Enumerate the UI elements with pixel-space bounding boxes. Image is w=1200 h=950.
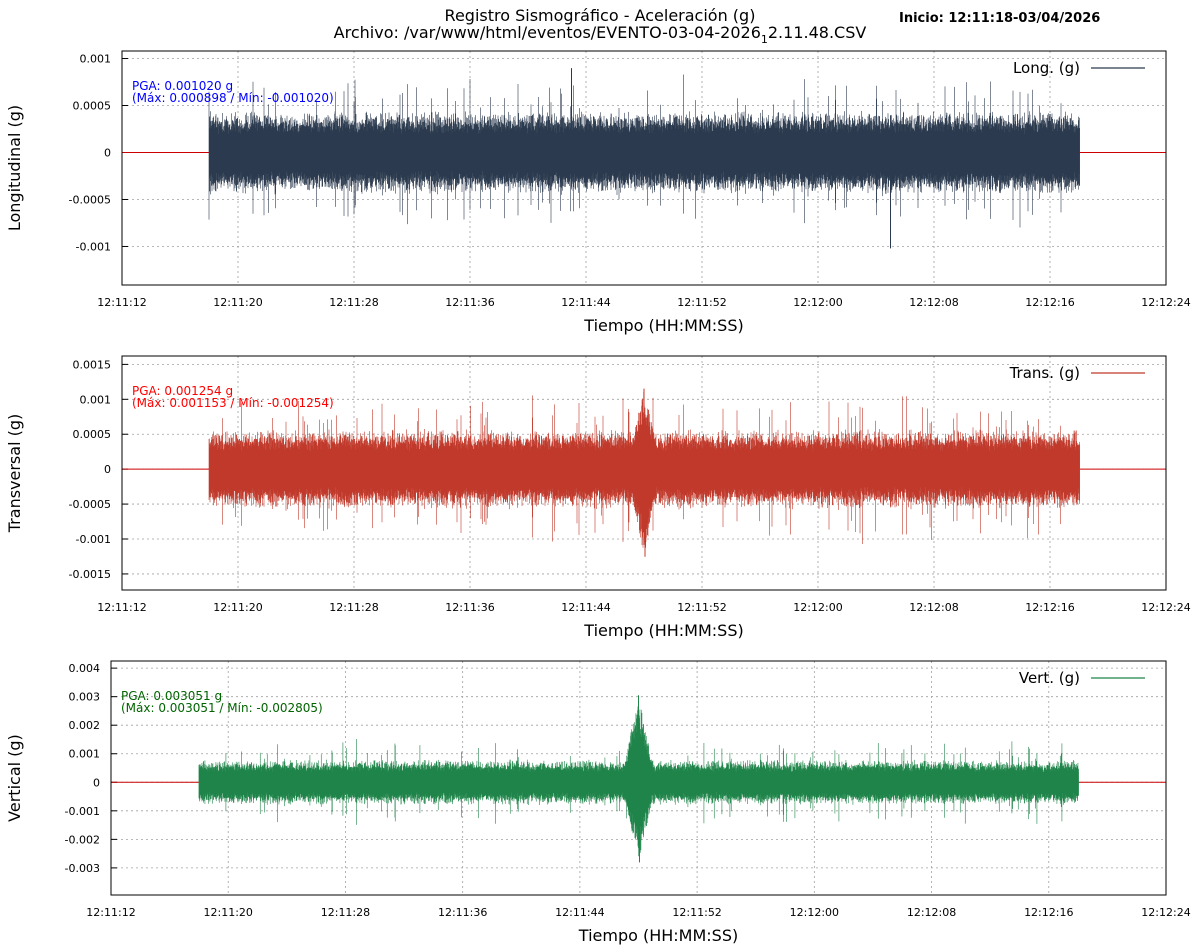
y-tick-label: 0.0015 [73, 358, 112, 371]
start-time-label: Inicio: 12:11:18-03/04/2026 [899, 11, 1101, 26]
x-tick-label: 12:11:52 [677, 601, 726, 614]
y-tick-label: 0 [104, 146, 111, 159]
file-path-suffix: 2.11.48.CSV [767, 23, 867, 42]
legend-label: Trans. (g) [1009, 364, 1080, 382]
legend-label: Vert. (g) [1019, 669, 1080, 687]
series-trace-longitudinal [208, 74, 1080, 228]
x-axis-label: Tiempo (HH:MM:SS) [583, 316, 743, 335]
pga-label: PGA: 0.001020 g [132, 79, 233, 93]
x-tick-label: 12:12:24 [1141, 296, 1190, 309]
y-tick-label: -0.001 [65, 805, 100, 818]
x-tick-label: 12:11:36 [438, 906, 487, 919]
x-tick-label: 12:12:08 [909, 296, 958, 309]
y-tick-label: 0 [93, 776, 100, 789]
y-tick-label: 0.001 [69, 748, 101, 761]
chart-panel-transversal: 0.0015 0.001 0.0005 0 -0.0005 -0.001 -0.0015 12… [5, 355, 1191, 640]
plot-frame [121, 355, 1167, 591]
series-trace-vertical [198, 706, 1079, 857]
pga-label: PGA: 0.003051 g [121, 689, 222, 703]
y-tick-label: 0.001 [80, 53, 112, 66]
x-tick-label: 12:12:24 [1141, 906, 1190, 919]
chart-panel-vertical: 0.004 0.003 0.002 0.001 0 -0.001 -0.002 -0.003 1… [5, 660, 1191, 945]
x-tick-label: 12:11:20 [204, 906, 253, 919]
chart-panel-longitudinal: 0.001 0.0005 0 -0.0005 -0.001 12:11:12 12:11:2… [5, 50, 1191, 335]
y-tick-label: 0.004 [69, 662, 101, 675]
y-tick-label: -0.001 [76, 533, 111, 546]
x-tick-label: 12:12:08 [909, 601, 958, 614]
x-tick-label: 12:12:16 [1024, 906, 1073, 919]
y-axis-label: Longitudinal (g) [5, 105, 24, 231]
max-min-label: (Máx: 0.003051 / Mín: -0.002805) [121, 701, 323, 715]
x-tick-label: 12:11:12 [86, 906, 135, 919]
y-tick-label: -0.003 [65, 862, 100, 875]
x-tick-label: 12:11:52 [672, 906, 721, 919]
x-tick-label: 12:12:16 [1025, 601, 1074, 614]
plot-frame [121, 50, 1167, 286]
x-tick-label: 12:12:00 [790, 906, 839, 919]
plot-frame [110, 660, 1167, 896]
y-tick-label: -0.0015 [69, 568, 111, 581]
x-tick-label: 12:11:36 [445, 601, 494, 614]
x-tick-label: 12:11:12 [97, 296, 146, 309]
max-min-label: (Máx: 0.000898 / Mín: -0.001020) [132, 91, 334, 105]
x-tick-label: 12:11:28 [321, 906, 370, 919]
x-tick-label: 12:12:00 [793, 601, 842, 614]
x-tick-label: 12:11:44 [561, 296, 610, 309]
x-tick-label: 12:11:20 [213, 296, 262, 309]
y-tick-label: 0.002 [69, 719, 101, 732]
y-axis-label: Transversal (g) [5, 414, 24, 533]
file-path-subscript: 1 [760, 33, 768, 46]
x-tick-label: 12:12:16 [1025, 296, 1074, 309]
x-tick-label: 12:11:36 [445, 296, 494, 309]
x-tick-label: 12:11:12 [97, 601, 146, 614]
y-tick-label: 0.0005 [73, 428, 112, 441]
x-tick-label: 12:11:28 [329, 601, 378, 614]
x-axis-label: Tiempo (HH:MM:SS) [583, 621, 743, 640]
pga-label: PGA: 0.001254 g [132, 384, 233, 398]
x-tick-label: 12:11:44 [555, 906, 604, 919]
y-tick-label: -0.001 [76, 240, 111, 253]
y-tick-label: -0.002 [65, 833, 100, 846]
x-tick-label: 12:11:20 [213, 601, 262, 614]
x-tick-label: 12:11:28 [329, 296, 378, 309]
y-axis-label: Vertical (g) [5, 734, 24, 822]
x-tick-label: 12:12:08 [907, 906, 956, 919]
y-tick-label: -0.0005 [69, 498, 111, 511]
file-path-title: Archivo: /var/www/html/eventos/EVENTO-03… [0, 24, 1200, 49]
chart-title: Registro Sismográfico - Aceleración (g) [444, 6, 756, 25]
legend-label: Long. (g) [1013, 59, 1080, 77]
y-tick-label: 0 [104, 463, 111, 476]
x-tick-label: 12:12:00 [793, 296, 842, 309]
x-tick-label: 12:11:44 [561, 601, 610, 614]
y-tick-label: -0.0005 [69, 193, 111, 206]
x-axis-label: Tiempo (HH:MM:SS) [578, 926, 738, 945]
y-tick-label: 0.003 [69, 691, 101, 704]
y-tick-label: 0.001 [80, 393, 112, 406]
x-tick-label: 12:12:24 [1141, 601, 1190, 614]
file-path-prefix: Archivo: /var/www/html/eventos/EVENTO-03… [333, 23, 761, 42]
max-min-label: (Máx: 0.001153 / Mín: -0.001254) [132, 396, 334, 410]
x-tick-label: 12:11:52 [677, 296, 726, 309]
series-trace-transversal [208, 391, 1080, 548]
y-tick-label: 0.0005 [73, 100, 112, 113]
